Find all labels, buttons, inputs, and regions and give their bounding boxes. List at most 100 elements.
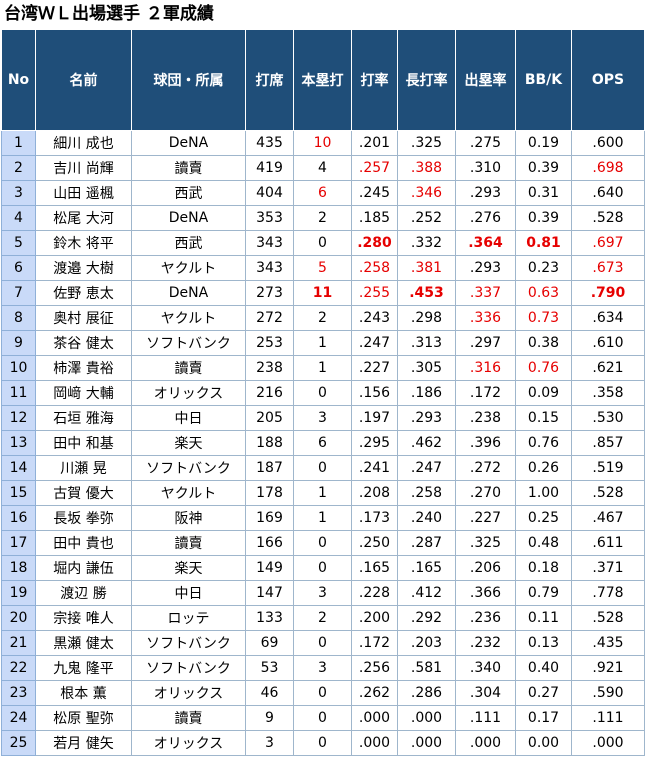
cell-slugging: .000 bbox=[397, 730, 456, 756]
cell-name: 九鬼 隆平 bbox=[35, 655, 132, 681]
cell-bb-k: 0.15 bbox=[515, 405, 572, 431]
cell-slugging: .165 bbox=[397, 555, 456, 581]
cell-batting-average: .256 bbox=[351, 655, 398, 681]
cell-bb-k: 0.09 bbox=[515, 380, 572, 406]
cell-bb-k: 0.26 bbox=[515, 455, 572, 481]
table-row: 3 山田 遥楓 西武 404 6.245.346.293 0.31.640 bbox=[1, 180, 645, 206]
cell-name: 松尾 大河 bbox=[35, 205, 132, 231]
cell-plate-appearances: 238 bbox=[245, 355, 294, 381]
column-header-bb-k: BB/K bbox=[515, 29, 572, 131]
cell-name: 宗接 唯人 bbox=[35, 605, 132, 631]
cell-batting-average: .295 bbox=[351, 430, 398, 456]
cell-on-base: .293 bbox=[455, 180, 516, 206]
table-body: 1 細川 成也 DeNA 435 10.201.325.275 0.19.600 2 吉川 尚… bbox=[1, 130, 645, 756]
cell-name: 茶谷 健太 bbox=[35, 330, 132, 356]
cell-plate-appearances: 343 bbox=[245, 255, 294, 281]
cell-name: 吉川 尚輝 bbox=[35, 155, 132, 181]
cell-plate-appearances: 419 bbox=[245, 155, 294, 181]
cell-name: 渡邉 大樹 bbox=[35, 255, 132, 281]
cell-ops: .528 bbox=[571, 205, 645, 231]
cell-ops: .790 bbox=[571, 280, 645, 306]
cell-on-base: .366 bbox=[455, 580, 516, 606]
cell-bb-k: 0.73 bbox=[515, 305, 572, 331]
column-header-slugging: 長打率 bbox=[397, 29, 456, 131]
cell-batting-average: .156 bbox=[351, 380, 398, 406]
table-row: 11 岡﨑 大輔 オリックス 216 0.156.186.172 0.09.358 bbox=[1, 380, 645, 406]
cell-home-runs: 1 bbox=[293, 505, 352, 531]
cell-name: 柿澤 貴裕 bbox=[35, 355, 132, 381]
cell-bb-k: 0.25 bbox=[515, 505, 572, 531]
cell-slugging: .247 bbox=[397, 455, 456, 481]
cell-no: 14 bbox=[1, 455, 36, 481]
cell-name: 古賀 優大 bbox=[35, 480, 132, 506]
cell-no: 13 bbox=[1, 430, 36, 456]
cell-ops: .640 bbox=[571, 180, 645, 206]
cell-home-runs: 0 bbox=[293, 630, 352, 656]
cell-ops: .528 bbox=[571, 605, 645, 631]
cell-name: 川瀬 晃 bbox=[35, 455, 132, 481]
cell-bb-k: 0.11 bbox=[515, 605, 572, 631]
cell-home-runs: 1 bbox=[293, 355, 352, 381]
cell-ops: .921 bbox=[571, 655, 645, 681]
cell-ops: .634 bbox=[571, 305, 645, 331]
cell-name: 松原 聖弥 bbox=[35, 705, 132, 731]
cell-slugging: .388 bbox=[397, 155, 456, 181]
table-row: 20 宗接 唯人 ロッテ 133 2.200.292.236 0.11.528 bbox=[1, 605, 645, 631]
cell-slugging: .298 bbox=[397, 305, 456, 331]
cell-plate-appearances: 69 bbox=[245, 630, 294, 656]
cell-plate-appearances: 435 bbox=[245, 130, 294, 156]
cell-home-runs: 0 bbox=[293, 530, 352, 556]
cell-slugging: .313 bbox=[397, 330, 456, 356]
cell-no: 16 bbox=[1, 505, 36, 531]
column-header-name: 名前 bbox=[35, 29, 132, 131]
cell-team: 楽天 bbox=[131, 430, 246, 456]
cell-name: 細川 成也 bbox=[35, 130, 132, 156]
cell-no: 8 bbox=[1, 305, 36, 331]
cell-bb-k: 0.00 bbox=[515, 730, 572, 756]
cell-team: ヤクルト bbox=[131, 305, 246, 331]
cell-team: オリックス bbox=[131, 730, 246, 756]
cell-team: ソフトバンク bbox=[131, 655, 246, 681]
cell-batting-average: .247 bbox=[351, 330, 398, 356]
table-row: 8 奥村 展征 ヤクルト 272 2.243.298.336 0.73.634 bbox=[1, 305, 645, 331]
cell-batting-average: .262 bbox=[351, 680, 398, 706]
cell-batting-average: .172 bbox=[351, 630, 398, 656]
cell-no: 3 bbox=[1, 180, 36, 206]
cell-slugging: .293 bbox=[397, 405, 456, 431]
cell-ops: .611 bbox=[571, 530, 645, 556]
cell-team: 西武 bbox=[131, 230, 246, 256]
cell-home-runs: 2 bbox=[293, 205, 352, 231]
cell-on-base: .232 bbox=[455, 630, 516, 656]
cell-on-base: .238 bbox=[455, 405, 516, 431]
table-row: 13 田中 和基 楽天 188 6.295.462.396 0.76.857 bbox=[1, 430, 645, 456]
cell-team: ヤクルト bbox=[131, 255, 246, 281]
cell-bb-k: 0.27 bbox=[515, 680, 572, 706]
cell-home-runs: 1 bbox=[293, 330, 352, 356]
cell-name: 若月 健矢 bbox=[35, 730, 132, 756]
cell-plate-appearances: 205 bbox=[245, 405, 294, 431]
cell-batting-average: .228 bbox=[351, 580, 398, 606]
cell-batting-average: .257 bbox=[351, 155, 398, 181]
cell-plate-appearances: 273 bbox=[245, 280, 294, 306]
cell-on-base: .172 bbox=[455, 380, 516, 406]
cell-name: 渡辺 勝 bbox=[35, 580, 132, 606]
cell-name: 岡﨑 大輔 bbox=[35, 380, 132, 406]
cell-no: 21 bbox=[1, 630, 36, 656]
cell-slugging: .258 bbox=[397, 480, 456, 506]
cell-plate-appearances: 188 bbox=[245, 430, 294, 456]
table-row: 24 松原 聖弥 讀賣 9 0.000.000.111 0.17.111 bbox=[1, 705, 645, 731]
cell-ops: .697 bbox=[571, 230, 645, 256]
cell-bb-k: 0.81 bbox=[515, 230, 572, 256]
cell-ops: .111 bbox=[571, 705, 645, 731]
cell-on-base: .340 bbox=[455, 655, 516, 681]
cell-team: DeNA bbox=[131, 130, 246, 156]
cell-slugging: .381 bbox=[397, 255, 456, 281]
cell-on-base: .272 bbox=[455, 455, 516, 481]
cell-name: 山田 遥楓 bbox=[35, 180, 132, 206]
cell-batting-average: .245 bbox=[351, 180, 398, 206]
cell-ops: .610 bbox=[571, 330, 645, 356]
cell-home-runs: 0 bbox=[293, 730, 352, 756]
cell-no: 6 bbox=[1, 255, 36, 281]
cell-no: 9 bbox=[1, 330, 36, 356]
cell-home-runs: 0 bbox=[293, 455, 352, 481]
